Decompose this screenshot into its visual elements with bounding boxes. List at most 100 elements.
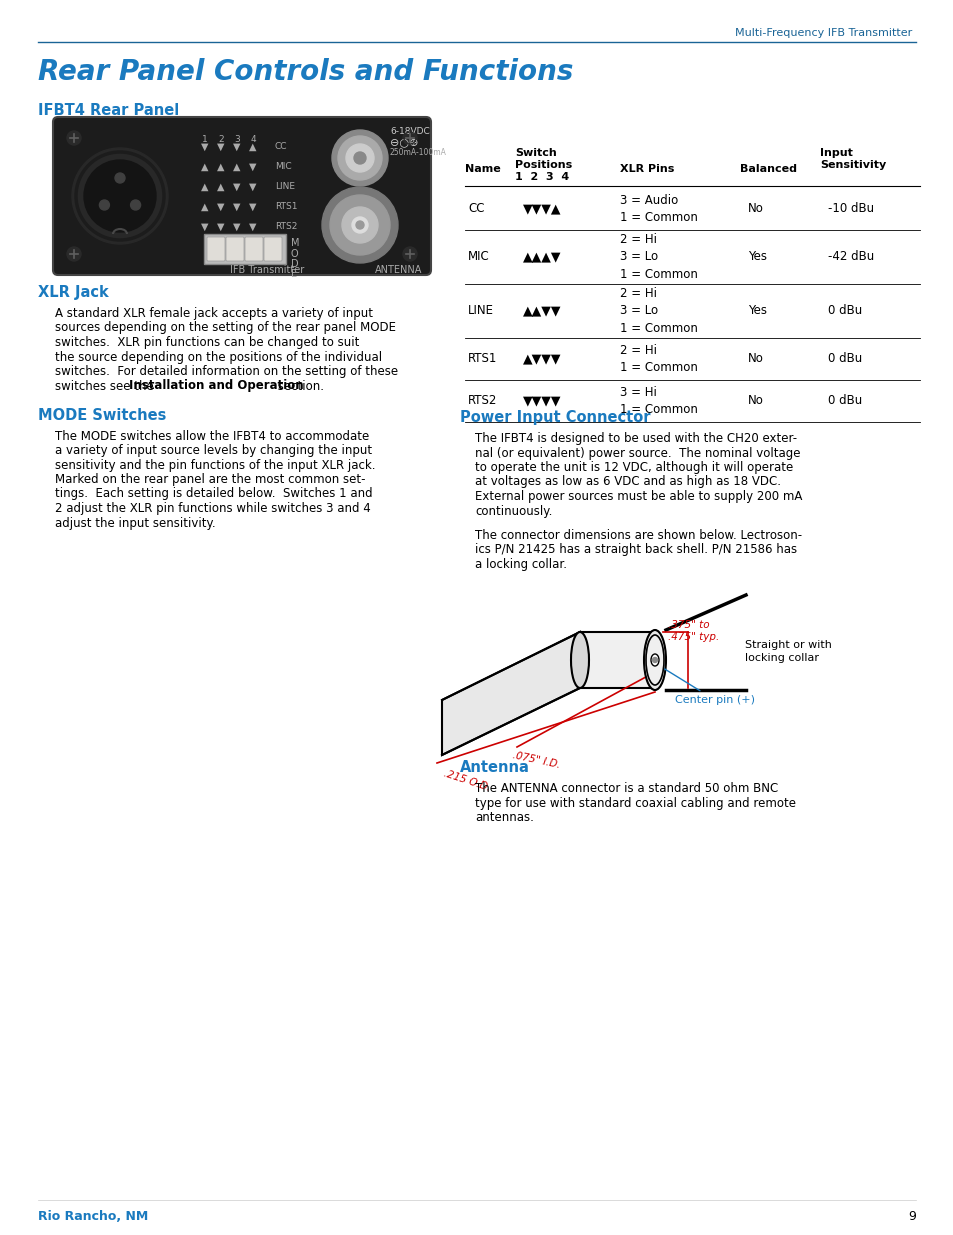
Text: sensitivity and the pin functions of the input XLR jack.: sensitivity and the pin functions of the… xyxy=(55,458,375,472)
Text: Marked on the rear panel are the most common set-: Marked on the rear panel are the most co… xyxy=(55,473,365,487)
Text: MODE Switches: MODE Switches xyxy=(38,408,166,422)
FancyBboxPatch shape xyxy=(53,117,431,275)
Ellipse shape xyxy=(571,632,588,688)
Text: .375" to: .375" to xyxy=(667,620,709,630)
Text: tings.  Each setting is detailed below.  Switches 1 and: tings. Each setting is detailed below. S… xyxy=(55,488,373,500)
Text: ▼: ▼ xyxy=(249,203,256,212)
FancyBboxPatch shape xyxy=(579,632,655,688)
Text: Multi-Frequency IFB Transmitter: Multi-Frequency IFB Transmitter xyxy=(734,28,911,38)
Circle shape xyxy=(402,131,416,144)
Text: External power sources must be able to supply 200 mA: External power sources must be able to s… xyxy=(475,490,801,503)
Text: 3 = Audio
1 = Common: 3 = Audio 1 = Common xyxy=(619,194,698,225)
Text: Input
Sensitivity: Input Sensitivity xyxy=(820,148,885,170)
Text: RTS1: RTS1 xyxy=(468,352,497,366)
Text: 3: 3 xyxy=(233,135,239,144)
Ellipse shape xyxy=(645,635,663,685)
Text: ▲: ▲ xyxy=(201,203,209,212)
Circle shape xyxy=(354,152,366,164)
Text: switches.  XLR pin functions can be changed to suit: switches. XLR pin functions can be chang… xyxy=(55,336,359,350)
Text: RTS1: RTS1 xyxy=(274,203,297,211)
Text: the source depending on the positions of the individual: the source depending on the positions of… xyxy=(55,351,382,363)
Text: continuously.: continuously. xyxy=(475,505,552,517)
Text: RTS2: RTS2 xyxy=(468,394,497,408)
Text: ▲: ▲ xyxy=(217,162,225,172)
Text: E: E xyxy=(291,269,296,279)
Circle shape xyxy=(355,221,364,228)
Text: type for use with standard coaxial cabling and remote: type for use with standard coaxial cabli… xyxy=(475,797,795,809)
Text: ▼: ▼ xyxy=(233,182,240,191)
Text: ⊖○⊕: ⊖○⊕ xyxy=(390,137,418,147)
Text: ▲: ▲ xyxy=(201,162,209,172)
Text: ▲: ▲ xyxy=(217,182,225,191)
Text: CC: CC xyxy=(274,142,287,151)
Text: The MODE switches allow the IFBT4 to accommodate: The MODE switches allow the IFBT4 to acc… xyxy=(55,430,369,442)
Text: 0 dBu: 0 dBu xyxy=(827,394,862,408)
Text: -10 dBu: -10 dBu xyxy=(827,203,873,215)
Text: IFB Transmitter: IFB Transmitter xyxy=(230,266,304,275)
Text: a locking collar.: a locking collar. xyxy=(475,558,566,571)
Text: XLR Jack: XLR Jack xyxy=(38,285,109,300)
Text: 0 dBu: 0 dBu xyxy=(827,305,862,317)
Text: ▼▼▼▲: ▼▼▼▲ xyxy=(522,203,561,215)
Text: .075" I.D.: .075" I.D. xyxy=(512,750,561,769)
Text: ▼: ▼ xyxy=(249,182,256,191)
Text: Yes: Yes xyxy=(747,251,766,263)
Text: .215 O.D.: .215 O.D. xyxy=(441,768,491,793)
Text: Name: Name xyxy=(464,164,500,174)
Circle shape xyxy=(652,657,657,662)
Circle shape xyxy=(330,195,390,254)
Circle shape xyxy=(71,148,168,245)
Ellipse shape xyxy=(650,655,659,666)
Text: ▼: ▼ xyxy=(249,222,256,232)
Text: adjust the input sensitivity.: adjust the input sensitivity. xyxy=(55,516,215,530)
Text: .475" typ.: .475" typ. xyxy=(667,632,719,642)
Text: D: D xyxy=(291,259,298,269)
Text: 1  2  3  4: 1 2 3 4 xyxy=(515,172,569,182)
Text: IFBT4 Rear Panel: IFBT4 Rear Panel xyxy=(38,103,179,119)
Text: ▼: ▼ xyxy=(201,222,209,232)
Text: Power Input Connector: Power Input Connector xyxy=(459,410,650,425)
Circle shape xyxy=(99,200,110,210)
Text: No: No xyxy=(747,394,763,408)
Circle shape xyxy=(402,247,416,261)
Text: switches.  For detailed information on the setting of these: switches. For detailed information on th… xyxy=(55,366,397,378)
Text: 250mA-100mA: 250mA-100mA xyxy=(390,148,446,157)
Text: ▲: ▲ xyxy=(249,142,256,152)
Circle shape xyxy=(115,173,125,183)
Text: 1: 1 xyxy=(202,135,208,144)
Text: 2 = Hi
3 = Lo
1 = Common: 2 = Hi 3 = Lo 1 = Common xyxy=(619,233,698,282)
Text: ▼▼▼▼: ▼▼▼▼ xyxy=(522,394,561,408)
Text: Installation and Operation: Installation and Operation xyxy=(129,379,303,393)
Text: ▲: ▲ xyxy=(201,182,209,191)
Text: Rear Panel Controls and Functions: Rear Panel Controls and Functions xyxy=(38,58,573,86)
Text: ▲▲▲▼: ▲▲▲▼ xyxy=(522,251,561,263)
FancyBboxPatch shape xyxy=(226,237,244,261)
Text: 2 = Hi
3 = Lo
1 = Common: 2 = Hi 3 = Lo 1 = Common xyxy=(619,287,698,335)
Text: Switch
Positions: Switch Positions xyxy=(515,148,572,170)
Text: 0 dBu: 0 dBu xyxy=(827,352,862,366)
Text: No: No xyxy=(747,203,763,215)
Text: 3 = Hi
1 = Common: 3 = Hi 1 = Common xyxy=(619,385,698,416)
Text: M: M xyxy=(291,238,299,248)
Text: ANTENNA: ANTENNA xyxy=(375,266,422,275)
Circle shape xyxy=(131,200,140,210)
Text: CC: CC xyxy=(468,203,484,215)
Circle shape xyxy=(337,136,381,180)
Text: XLR Pins: XLR Pins xyxy=(619,164,674,174)
Circle shape xyxy=(322,186,397,263)
Text: O: O xyxy=(291,249,298,259)
Text: 2 adjust the XLR pin functions while switches 3 and 4: 2 adjust the XLR pin functions while swi… xyxy=(55,501,371,515)
Text: a variety of input source levels by changing the input: a variety of input source levels by chan… xyxy=(55,445,372,457)
Text: MIC: MIC xyxy=(468,251,489,263)
Text: The connector dimensions are shown below. Lectroson-: The connector dimensions are shown below… xyxy=(475,529,801,542)
Ellipse shape xyxy=(643,630,665,690)
Text: -42 dBu: -42 dBu xyxy=(827,251,873,263)
Text: section.: section. xyxy=(274,379,324,393)
Text: 4: 4 xyxy=(250,135,255,144)
Text: ▼: ▼ xyxy=(217,222,225,232)
Text: MIC: MIC xyxy=(274,162,292,170)
Text: switches see the: switches see the xyxy=(55,379,157,393)
Text: Center pin (+): Center pin (+) xyxy=(658,666,754,705)
Text: 9: 9 xyxy=(907,1210,915,1223)
Text: The IFBT4 is designed to be used with the CH20 exter-: The IFBT4 is designed to be used with th… xyxy=(475,432,797,445)
